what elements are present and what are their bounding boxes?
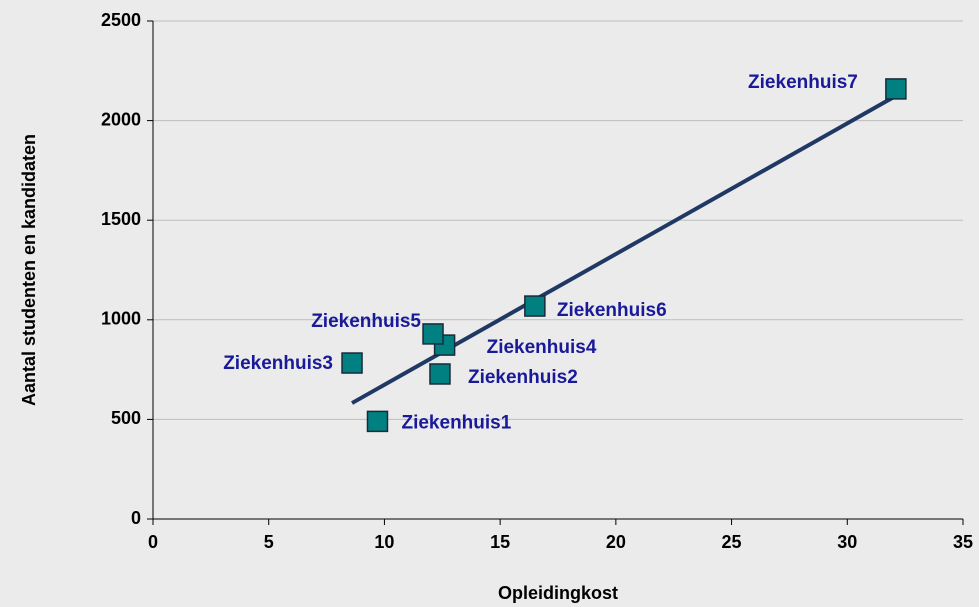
y-tick-label: 1500: [101, 209, 141, 229]
y-tick-label: 0: [131, 508, 141, 528]
y-axis-label: Aantal studenten en kandidaten: [19, 134, 39, 406]
y-tick-label: 1000: [101, 309, 141, 329]
x-tick-label: 25: [722, 532, 742, 552]
point-label: Ziekenhuis4: [487, 337, 597, 358]
marker: [341, 352, 363, 374]
x-tick-label: 15: [490, 532, 510, 552]
marker: [422, 323, 444, 345]
point-label: Ziekenhuis5: [311, 311, 421, 332]
y-tick-label: 2000: [101, 109, 141, 129]
point-label: Ziekenhuis7: [748, 72, 858, 93]
x-tick-label: 0: [148, 532, 158, 552]
point-label: Ziekenhuis6: [557, 300, 667, 321]
point-label: Ziekenhuis3: [223, 353, 333, 374]
marker: [429, 363, 451, 385]
x-tick-label: 30: [837, 532, 857, 552]
y-tick-label: 2500: [101, 10, 141, 30]
marker: [885, 78, 907, 100]
x-tick-label: 5: [264, 532, 274, 552]
marker: [366, 410, 389, 433]
x-tick-label: 20: [606, 532, 626, 552]
x-tick-label: 10: [374, 532, 394, 552]
y-tick-label: 500: [111, 408, 141, 428]
marker: [524, 295, 546, 317]
x-tick-label: 35: [953, 532, 973, 552]
x-axis-label: Opleidingkost: [498, 583, 618, 603]
point-label: Ziekenhuis1: [401, 412, 511, 433]
trendline: [351, 94, 897, 405]
point-label: Ziekenhuis2: [468, 367, 578, 388]
